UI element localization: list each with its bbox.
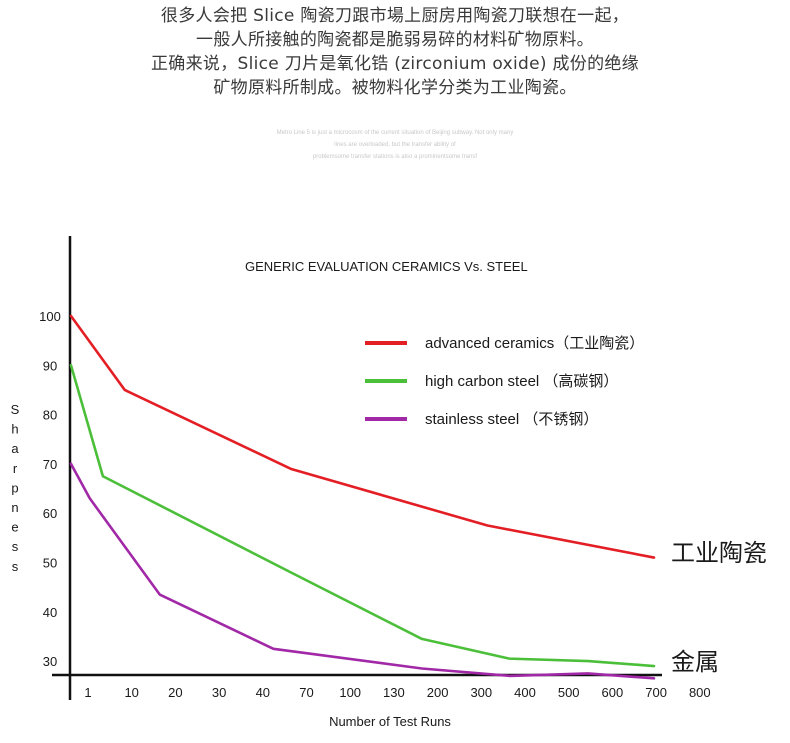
x-tick-label: 500 (558, 685, 580, 700)
y-tick-labels: 100 90 80 70 60 50 40 30 (39, 309, 61, 669)
x-tick-label: 600 (602, 685, 624, 700)
legend-label: stainless steel （不锈钢） (425, 411, 598, 428)
y-axis-label-letter: e (11, 520, 18, 535)
x-tick-label: 130 (383, 685, 405, 700)
intro-line: 一般人所接触的陶瓷都是脆弱易碎的材料矿物原料。 (196, 30, 594, 50)
x-axis-label: Number of Test Runs (329, 714, 451, 729)
x-tick-label: 1 (84, 685, 91, 700)
y-tick-label: 30 (43, 654, 57, 669)
legend: advanced ceramics（工业陶瓷） high carbon steel… (365, 335, 644, 428)
x-tick-label: 10 (124, 685, 138, 700)
x-tick-label: 20 (168, 685, 182, 700)
y-tick-label: 60 (43, 506, 57, 521)
x-tick-label: 800 (689, 685, 711, 700)
y-axis-label-letter: s (12, 559, 19, 574)
y-axis-label-letter: h (11, 422, 18, 437)
x-tick-label: 100 (339, 685, 361, 700)
y-tick-label: 100 (39, 309, 61, 324)
y-axis-label-letter: S (11, 402, 20, 417)
fine-print-line: Metro Line 5 is just a microcosm of the … (276, 130, 514, 136)
series-end-label: 金属 (671, 649, 719, 676)
y-axis-label-letter: p (11, 480, 18, 495)
y-axis-label-letter: s (12, 539, 19, 554)
x-tick-labels: 1 10 20 30 40 70 100 130 200 300 400 500 600 700 800 (84, 685, 710, 700)
series-line (69, 314, 656, 559)
x-tick-label: 700 (645, 685, 667, 700)
y-axis-label-letter: n (11, 500, 18, 515)
series-line (69, 363, 656, 668)
intro-text: 很多人会把 Slice 陶瓷刀跟市場上厨房用陶瓷刀联想在一起， 一般人所接触的陶… (0, 4, 790, 100)
x-tick-label: 40 (256, 685, 270, 700)
intro-line: 很多人会把 Slice 陶瓷刀跟市場上厨房用陶瓷刀联想在一起， (160, 6, 630, 26)
chart-title: GENERIC EVALUATION CERAMICS Vs. STEEL (245, 259, 528, 274)
series-end-label: 工业陶瓷 (671, 540, 767, 567)
fine-print-line: problemsome transfer stations is also a … (312, 154, 478, 160)
y-axis-label-letter: r (13, 461, 18, 476)
x-tick-label: 30 (212, 685, 226, 700)
y-tick-label: 40 (43, 605, 57, 620)
y-tick-label: 70 (43, 457, 57, 472)
intro-line: 正确来说，Slice 刀片是氧化锆 (zirconium oxide) 成份的绝… (151, 54, 639, 74)
legend-label: advanced ceramics（工业陶瓷） (425, 335, 644, 352)
series-line (69, 462, 656, 680)
y-tick-label: 50 (43, 556, 57, 571)
x-tick-label: 400 (514, 685, 536, 700)
y-tick-label: 90 (43, 358, 57, 373)
series-lines (69, 314, 656, 680)
x-tick-label: 70 (299, 685, 313, 700)
legend-label: high carbon steel （高碳钢） (425, 373, 618, 390)
fine-print: Metro Line 5 is just a microcosm of the … (0, 127, 790, 163)
x-tick-label: 300 (470, 685, 492, 700)
y-tick-label: 80 (43, 408, 57, 423)
intro-line: 矿物原料所制成。被物料化学分类为工业陶瓷。 (213, 78, 577, 98)
y-axis-label-letter: a (11, 441, 19, 456)
x-tick-label: 200 (427, 685, 449, 700)
fine-print-line: lines are overloaded, but the transfer a… (334, 142, 456, 148)
